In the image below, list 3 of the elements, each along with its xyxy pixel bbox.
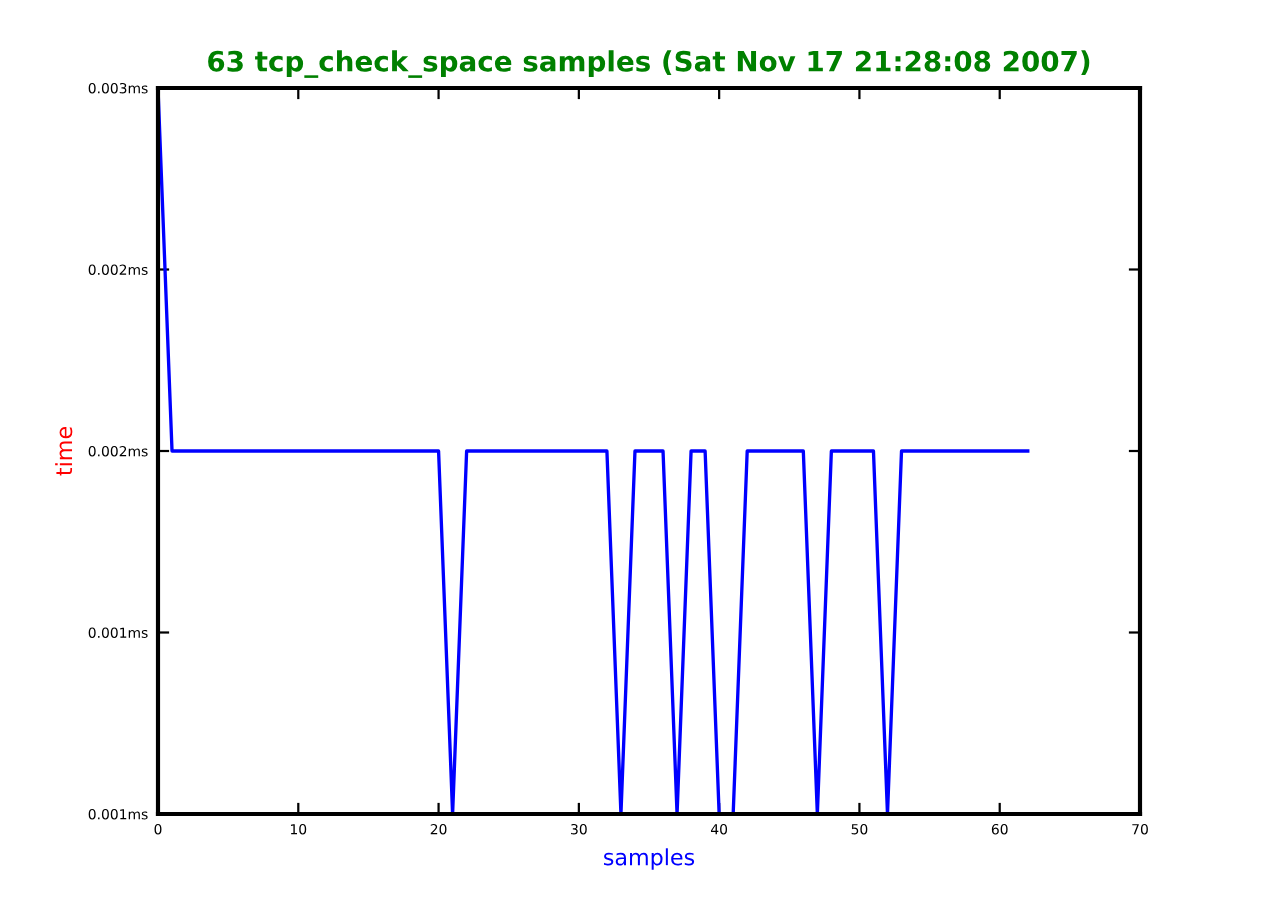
x-axis-title: samples — [604, 848, 695, 870]
y-axis-title: time — [55, 427, 73, 476]
chart-title: 63 tcp_check_space samples (Sat Nov 17 21:28:08 2007) — [208, 50, 1090, 78]
